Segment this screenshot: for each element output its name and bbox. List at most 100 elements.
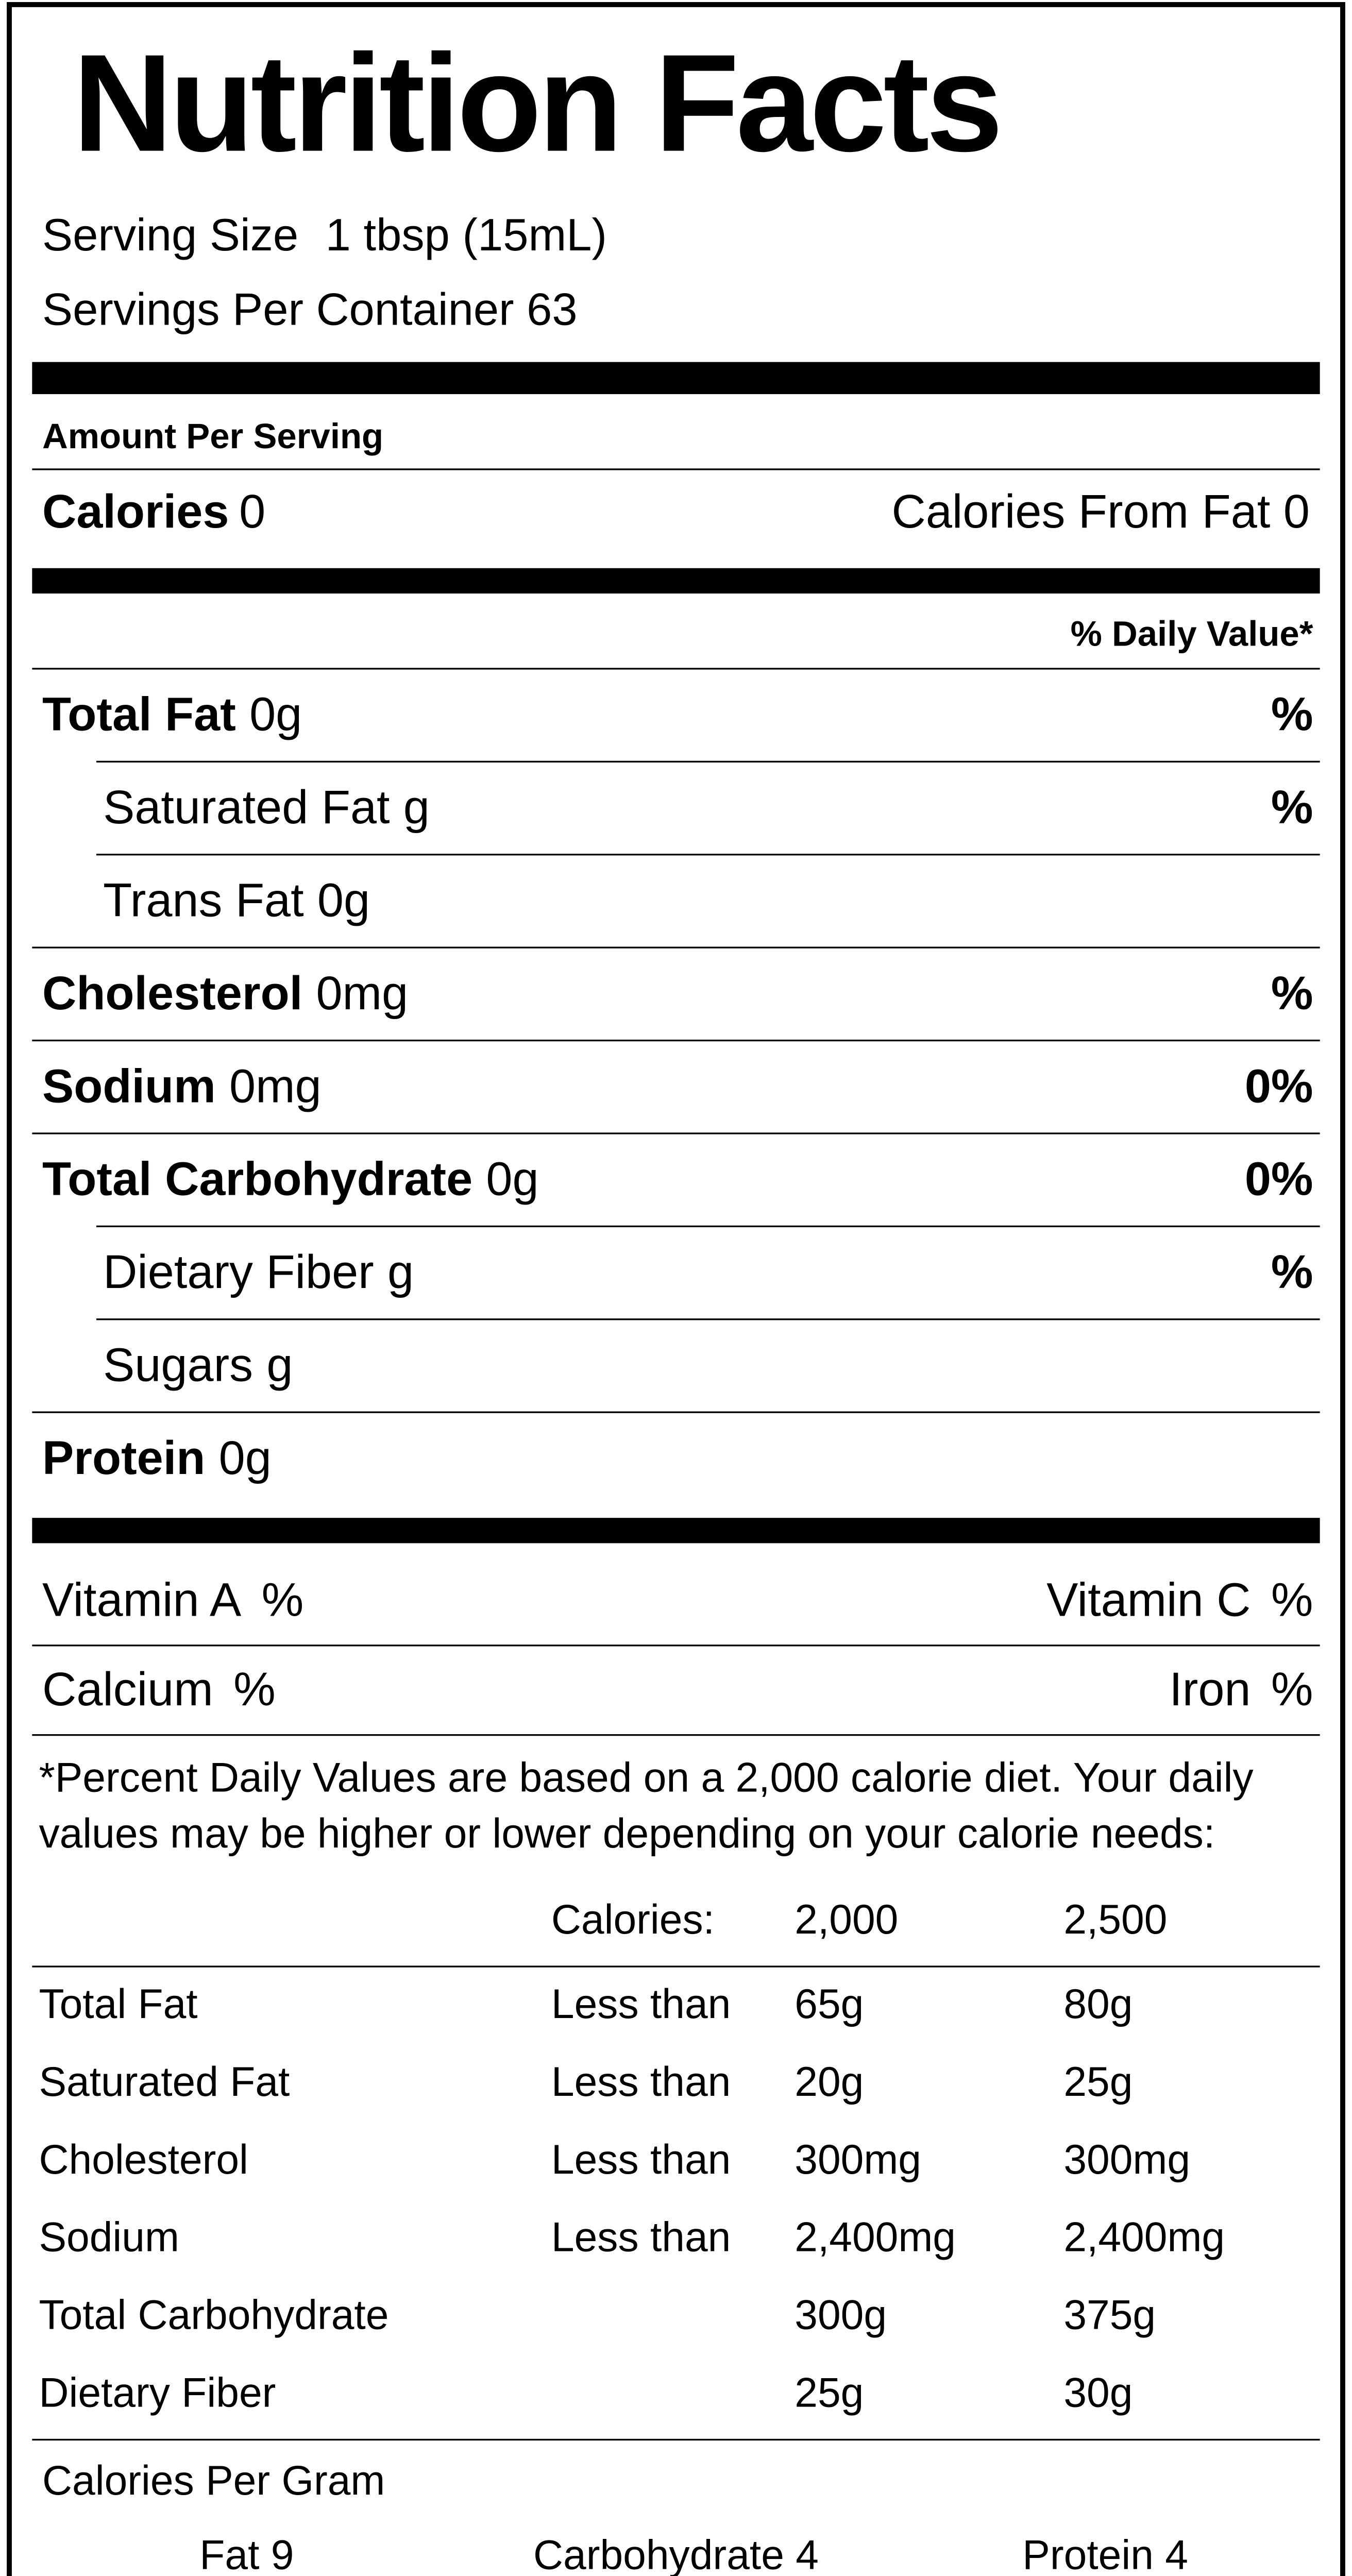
daily-values-table: Calories: 2,000 2,500 Total Fat Less tha… bbox=[32, 1882, 1320, 2441]
nutrient-amount: 0g bbox=[317, 873, 370, 926]
nutrient-name: Sugars bbox=[103, 1338, 254, 1391]
servings-per-container: Servings Per Container 63 bbox=[42, 284, 578, 335]
nutrient-amount: 0mg bbox=[229, 1059, 322, 1112]
dv-table-cell: Sodium bbox=[39, 2216, 179, 2262]
dv-table-cell: 2,400mg bbox=[1063, 2216, 1225, 2262]
nutrient-amount: 0mg bbox=[316, 966, 409, 1019]
dv-table-cell: Less than bbox=[551, 2060, 731, 2107]
dv-table-row: Total Carbohydrate 300g 375g bbox=[32, 2279, 1320, 2357]
dv-table-row: Total Fat Less than 65g 80g bbox=[32, 1968, 1320, 2045]
dv-table-cell: 65g bbox=[795, 1982, 864, 2029]
nutrient-row-trans-fat: Trans Fat 0g bbox=[96, 853, 1320, 946]
dv-table-cell: 300mg bbox=[795, 2138, 922, 2184]
dv-table-cell bbox=[39, 1899, 551, 1946]
nutrient-name: Trans Fat bbox=[103, 873, 304, 926]
dv-table-cell: 375g bbox=[1063, 2294, 1156, 2340]
divider-bar-thick-top bbox=[32, 361, 1320, 394]
dv-table-cell bbox=[551, 2371, 795, 2419]
nutrient-amount: 0g bbox=[486, 1152, 539, 1205]
nutrient-amount: g bbox=[387, 1245, 414, 1298]
nutrient-dv: 0% bbox=[1244, 1152, 1313, 1205]
dv-table-cell: Less than bbox=[551, 2216, 731, 2262]
nutrient-row-total-carbohydrate: Total Carbohydrate 0g 0% bbox=[32, 1132, 1320, 1225]
dv-table-row: Sodium Less than 2,400mg 2,400mg bbox=[32, 2201, 1320, 2279]
calories-per-gram-row: Fat 9 Carbohydrate 4 Protein 4 bbox=[32, 2520, 1320, 2576]
nutrient-row-total-fat: Total Fat 0g % bbox=[32, 667, 1320, 760]
iron-label: Iron bbox=[1169, 1663, 1251, 1715]
nutrient-name: Sodium bbox=[42, 1059, 216, 1112]
nutrient-amount: g bbox=[266, 1338, 293, 1391]
nutrient-row-saturated-fat: Saturated Fat g % bbox=[96, 760, 1320, 853]
dv-table-cell bbox=[551, 2294, 795, 2341]
dv-table-cell: 2,000 bbox=[795, 1898, 899, 1944]
nutrition-facts-label: Nutrition Facts Serving Size 1 tbsp (15mL… bbox=[7, 2, 1345, 2576]
dv-table-cell: 300g bbox=[795, 2294, 887, 2340]
cpg-carbohydrate: Carbohydrate 4 bbox=[533, 2534, 819, 2576]
nutrient-name: Protein bbox=[42, 1431, 206, 1484]
serving-size-label: Serving Size bbox=[42, 209, 299, 260]
dv-table-cell: Dietary Fiber bbox=[39, 2371, 276, 2417]
vitamin-c-value: % bbox=[1271, 1573, 1313, 1625]
nutrient-dv: % bbox=[1271, 1245, 1313, 1298]
dv-table-cell: 300mg bbox=[1063, 2138, 1191, 2184]
dv-table-cell: 80g bbox=[1063, 1982, 1133, 2029]
label-title: Nutrition Facts bbox=[73, 27, 1003, 181]
dv-table-cell: 20g bbox=[795, 2060, 864, 2107]
dv-table-cell: 25g bbox=[1063, 2060, 1133, 2107]
daily-value-header: % Daily Value* bbox=[1070, 615, 1313, 654]
vitamin-c-label: Vitamin C bbox=[1046, 1573, 1251, 1625]
dv-table-row: Saturated Fat Less than 20g 25g bbox=[32, 2045, 1320, 2123]
calcium-value: % bbox=[233, 1663, 276, 1715]
dv-table-cell: Less than bbox=[551, 2138, 731, 2184]
nutrient-name: Cholesterol bbox=[42, 966, 303, 1019]
vitamin-row-2: Calcium% Iron% bbox=[32, 1646, 1320, 1736]
nutrient-amount: g bbox=[403, 780, 430, 833]
dv-table-cell: 30g bbox=[1063, 2371, 1133, 2417]
serving-size-value: 1 tbsp (15mL) bbox=[325, 209, 607, 260]
dv-table-header-row: Calories: 2,000 2,500 bbox=[32, 1882, 1320, 1968]
nutrient-dv: 0% bbox=[1244, 1059, 1313, 1112]
nutrient-row-dietary-fiber: Dietary Fiber g % bbox=[96, 1225, 1320, 1318]
dv-table-row: Dietary Fiber 25g 30g bbox=[32, 2357, 1320, 2441]
calories-label: Calories bbox=[42, 484, 229, 537]
daily-values-footnote: *Percent Daily Values are based on a 2,0… bbox=[39, 1755, 1254, 1858]
nutrient-amount: 0g bbox=[249, 687, 302, 740]
nutrient-row-sugars: Sugars g bbox=[96, 1317, 1320, 1411]
dv-table-cell: Less than bbox=[551, 1982, 731, 2029]
nutrient-row-sodium: Sodium 0mg 0% bbox=[32, 1039, 1320, 1132]
dv-table-cell: Total Carbohydrate bbox=[39, 2294, 389, 2340]
nutrient-name: Dietary Fiber bbox=[103, 1245, 374, 1298]
serving-size-line: Serving Size 1 tbsp (15mL) bbox=[32, 197, 1320, 273]
dv-table-cell: 25g bbox=[795, 2371, 864, 2417]
calories-per-gram-heading: Calories Per Gram bbox=[42, 2459, 385, 2505]
dv-table-cell: Total Fat bbox=[39, 1982, 198, 2029]
vitamin-a-value: % bbox=[261, 1573, 304, 1625]
nutrient-amount: 0g bbox=[218, 1431, 272, 1484]
vitamin-row-1: Vitamin A% Vitamin C% bbox=[32, 1556, 1320, 1646]
dv-table-cell: 2,500 bbox=[1063, 1898, 1168, 1944]
dv-table-cell: 2,400mg bbox=[795, 2216, 956, 2262]
nutrient-name: Total Carbohydrate bbox=[42, 1152, 473, 1205]
nutrient-dv: % bbox=[1271, 687, 1313, 740]
calcium-label: Calcium bbox=[42, 1663, 213, 1715]
amount-per-serving-heading: Amount Per Serving bbox=[42, 417, 384, 456]
nutrient-dv: % bbox=[1271, 966, 1313, 1019]
nutrient-dv: % bbox=[1271, 780, 1313, 833]
dv-table-cell: Saturated Fat bbox=[39, 2060, 290, 2107]
divider-bar-thick-bottom bbox=[32, 1517, 1320, 1543]
dv-table-cell: Cholesterol bbox=[39, 2138, 248, 2184]
dv-table-cell: Calories: bbox=[551, 1898, 715, 1944]
nutrient-row-protein: Protein 0g bbox=[32, 1411, 1320, 1503]
divider-bar-thick-mid bbox=[32, 567, 1320, 593]
cpg-protein: Protein 4 bbox=[1022, 2534, 1188, 2576]
vitamin-a-label: Vitamin A bbox=[42, 1573, 242, 1625]
nutrient-name: Total Fat bbox=[42, 687, 236, 740]
nutrient-row-cholesterol: Cholesterol 0mg % bbox=[32, 946, 1320, 1039]
nutrient-name: Saturated Fat bbox=[103, 780, 390, 833]
iron-value: % bbox=[1271, 1663, 1313, 1715]
calories-from-fat: Calories From Fat 0 bbox=[891, 484, 1310, 537]
calories-row: Calories 0 Calories From Fat 0 bbox=[32, 468, 1320, 554]
cpg-fat: Fat 9 bbox=[199, 2534, 294, 2576]
calories-left: Calories 0 bbox=[42, 485, 265, 539]
